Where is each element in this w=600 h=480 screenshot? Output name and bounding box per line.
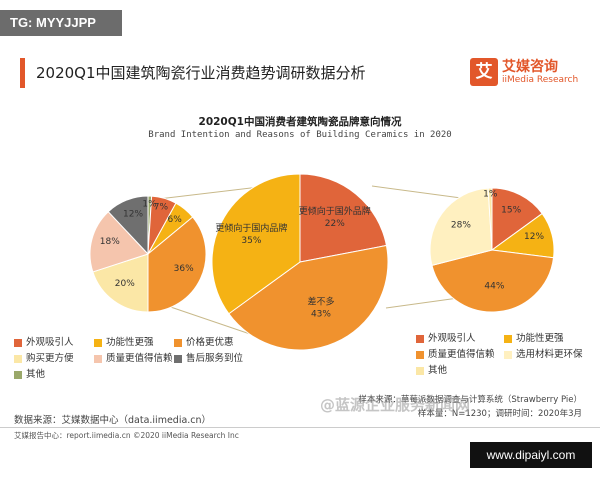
legend-item: 选用材料更环保 xyxy=(504,346,583,360)
brand-logo-block: 艾 艾媒咨询 iiMedia Research xyxy=(470,56,588,90)
legend-item: 质量更值得信赖 xyxy=(94,350,173,364)
pie-slice xyxy=(299,173,388,263)
chart-title: 2020Q1中国消费者建筑陶瓷品牌意向情况 xyxy=(198,116,402,128)
legend-item: 其他 xyxy=(14,366,45,380)
chart-subtitle: Brand Intention and Reasons of Building … xyxy=(148,130,452,140)
slice-label: 差不多 43% xyxy=(307,295,334,319)
pie-slice xyxy=(228,244,389,351)
pie-slice xyxy=(107,195,149,256)
legend-item: 功能性更强 xyxy=(94,334,154,348)
legend-label: 价格更优惠 xyxy=(186,337,234,348)
pie-slice xyxy=(89,211,149,273)
pie-slice xyxy=(92,253,149,313)
legend-label: 售后服务到位 xyxy=(186,353,244,364)
legend-label: 质量更值得信赖 xyxy=(106,353,173,364)
footer-text: 艾媒报告中心：report.iimedia.cn ©2020 iiMedia R… xyxy=(14,431,239,440)
legend-item: 其他 xyxy=(416,362,447,376)
legend-label: 外观吸引人 xyxy=(428,333,476,344)
legend-swatch xyxy=(416,350,424,359)
legend-item: 售后服务到位 xyxy=(174,350,243,364)
legend-swatch xyxy=(94,354,102,363)
page-title: 2020Q1中国建筑陶瓷行业消费趋势调研数据分析 xyxy=(36,64,366,82)
legend-item: 购买更方便 xyxy=(14,350,74,364)
pie-slice xyxy=(211,173,301,315)
brand-name-en: iiMedia Research xyxy=(502,75,579,85)
slice-label: 6% xyxy=(167,215,182,225)
slice-label: 更倾向于国外品牌 22% xyxy=(299,205,371,229)
legend-item: 外观吸引人 xyxy=(14,334,74,348)
sample-size: 样本量：N=1230；调研时间：2020年3月 xyxy=(417,409,582,419)
legend-swatch xyxy=(504,334,512,343)
footer-divider xyxy=(0,427,600,428)
site-url-badge: www.dipaiyl.com xyxy=(470,442,592,468)
legend-right: 外观吸引人 功能性更强质量更值得信赖 选用材料更环保其他 xyxy=(416,330,596,378)
legend-swatch xyxy=(14,354,22,363)
legend-label: 其他 xyxy=(428,365,448,376)
brand-logo-icon: 艾 xyxy=(470,58,498,86)
slice-label: 18% xyxy=(100,237,120,247)
slice-label: 15% xyxy=(501,205,521,215)
pie-slice xyxy=(487,187,493,251)
slice-label: 1% xyxy=(142,199,157,209)
legend-swatch xyxy=(416,334,424,343)
data-source: 数据来源：艾媒数据中心（data.iimedia.cn） xyxy=(14,415,212,426)
pie-slice xyxy=(491,187,543,251)
brand-name-cn: 艾媒咨询 xyxy=(502,59,558,75)
slice-label: 20% xyxy=(115,279,135,289)
legend-item: 外观吸引人 xyxy=(416,330,476,344)
legend-swatch xyxy=(14,370,22,379)
watermark-text: @蓝源企业服务新闻网 xyxy=(320,396,471,414)
slice-label: 12% xyxy=(524,232,544,242)
legend-swatch xyxy=(174,354,182,363)
legend-label: 选用材料更环保 xyxy=(516,349,583,360)
legend-left: 外观吸引人 功能性更强 价格更优惠购买更方便 质量更值得信赖 售后服务到位其他 xyxy=(14,334,244,382)
legend-swatch xyxy=(94,338,102,347)
legend-swatch xyxy=(504,350,512,359)
legend-label: 质量更值得信赖 xyxy=(428,349,495,360)
legend-item: 价格更优惠 xyxy=(174,334,234,348)
channel-tag: TG: MYYJJPP xyxy=(0,10,122,36)
slice-label: 1% xyxy=(483,190,498,200)
connector-line xyxy=(149,185,269,201)
legend-item: 质量更值得信赖 xyxy=(416,346,495,360)
legend-label: 外观吸引人 xyxy=(26,337,74,348)
pie-slice xyxy=(431,249,555,313)
legend-label: 功能性更强 xyxy=(516,333,564,344)
legend-label: 购买更方便 xyxy=(26,353,74,364)
pie-slice xyxy=(429,187,493,267)
legend-item: 功能性更强 xyxy=(504,330,564,344)
slice-label: 44% xyxy=(484,281,504,291)
slice-label: 更倾向于国内品牌 35% xyxy=(215,222,287,246)
legend-label: 功能性更强 xyxy=(106,337,154,348)
legend-swatch xyxy=(14,338,22,347)
slice-label: 28% xyxy=(451,220,471,230)
legend-swatch xyxy=(416,366,424,375)
slice-label: 7% xyxy=(154,202,169,212)
header-accent-bar xyxy=(20,58,25,88)
pie-slice xyxy=(147,216,207,313)
slice-label: 12% xyxy=(123,209,143,219)
legend-swatch xyxy=(174,338,182,347)
sample-source: 样本来源：草莓派数据调查与计算系统（Strawberry Pie） xyxy=(358,395,582,405)
legend-label: 其他 xyxy=(26,369,46,380)
slice-label: 36% xyxy=(174,264,194,274)
